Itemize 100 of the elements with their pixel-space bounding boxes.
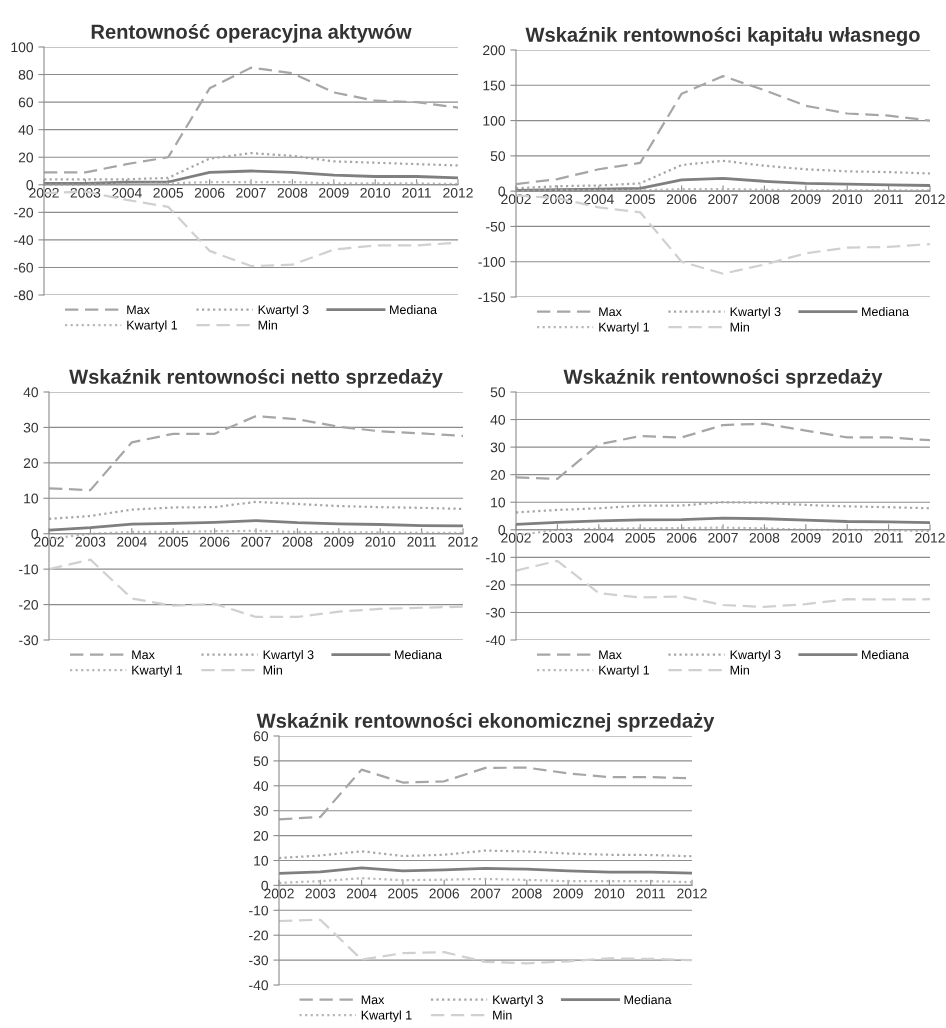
chart-title: Rentowność operacyjna aktywów bbox=[91, 23, 412, 43]
legend-label: Kwartyl 3 bbox=[730, 306, 781, 319]
legend-label: Min bbox=[258, 320, 277, 330]
y-tick-label: 80 bbox=[18, 69, 34, 80]
legend-label: Mediana bbox=[862, 306, 909, 317]
chart-title: Wskaźnik rentowności kapitału własnego bbox=[525, 26, 920, 46]
y-tick-label: -100 bbox=[478, 257, 506, 267]
x-tick-label: 2008 bbox=[512, 888, 542, 899]
y-tick-label: -50 bbox=[486, 221, 506, 232]
x-tick-label: 2007 bbox=[470, 888, 501, 899]
y-tick-label: 40 bbox=[18, 125, 34, 135]
x-tick-label: 2005 bbox=[158, 536, 189, 547]
legend-label: Max bbox=[599, 307, 622, 317]
x-tick-label: 2009 bbox=[553, 888, 583, 899]
legend-label: Kwartyl 1 bbox=[132, 665, 183, 678]
x-tick-label: 2010 bbox=[365, 536, 396, 547]
x-tick-label: 2006 bbox=[199, 536, 230, 547]
legend-label: Kwartyl 3 bbox=[263, 649, 314, 662]
x-tick-label: 2004 bbox=[117, 536, 147, 547]
x-tick-label: 2010 bbox=[832, 194, 863, 205]
y-tick-label: -30 bbox=[486, 607, 506, 618]
x-tick-label: 2003 bbox=[542, 532, 573, 543]
x-tick-label: 2004 bbox=[346, 888, 377, 899]
y-tick-label: 50 bbox=[253, 756, 269, 767]
x-tick-label: 2006 bbox=[429, 888, 460, 899]
legend-label: Kwartyl 1 bbox=[361, 1010, 412, 1023]
y-tick-label: -150 bbox=[478, 292, 506, 303]
y-tick-label: -40 bbox=[14, 235, 34, 246]
y-tick-label: 20 bbox=[23, 458, 39, 469]
legend-label: Mediana bbox=[862, 649, 909, 660]
x-tick-label: 2002 bbox=[501, 532, 531, 543]
x-tick-label: 2009 bbox=[791, 532, 821, 543]
x-tick-label: 2003 bbox=[75, 536, 106, 547]
legend-label: Max bbox=[599, 650, 622, 660]
legend-label: Min bbox=[493, 1010, 512, 1020]
x-tick-label: 2012 bbox=[677, 888, 707, 899]
y-tick-label: -60 bbox=[14, 262, 34, 273]
x-tick-label: 2006 bbox=[194, 187, 225, 198]
y-tick-label: -30 bbox=[19, 635, 39, 646]
y-tick-label: -40 bbox=[486, 635, 506, 646]
legend-label: Min bbox=[730, 322, 749, 332]
y-tick-label: 20 bbox=[18, 152, 34, 163]
y-tick-label: 30 bbox=[490, 442, 506, 453]
y-tick-label: 50 bbox=[490, 387, 506, 398]
y-tick-label: -10 bbox=[19, 564, 39, 575]
y-tick-label: 150 bbox=[483, 80, 506, 91]
y-tick-label: 50 bbox=[490, 151, 506, 162]
y-tick-label: 20 bbox=[253, 830, 269, 841]
x-tick-label: 2006 bbox=[666, 194, 697, 205]
x-tick-label: 2012 bbox=[448, 536, 478, 547]
y-tick-label: 100 bbox=[11, 42, 34, 53]
y-tick-label: -20 bbox=[19, 599, 39, 610]
y-tick-label: 30 bbox=[23, 422, 39, 433]
x-tick-label: 2008 bbox=[749, 532, 780, 543]
y-tick-label: 0 bbox=[26, 180, 34, 190]
legend-label: Min bbox=[730, 665, 749, 675]
x-tick-label: 2005 bbox=[388, 888, 418, 899]
x-tick-label: 2011 bbox=[402, 187, 431, 198]
x-tick-label: 2010 bbox=[360, 187, 391, 198]
x-tick-label: 2007 bbox=[241, 536, 271, 547]
y-tick-label: 40 bbox=[23, 387, 39, 398]
legend-label: Min bbox=[263, 665, 282, 675]
x-tick-label: 2006 bbox=[666, 532, 697, 543]
x-tick-label: 2012 bbox=[915, 194, 945, 205]
x-tick-label: 2010 bbox=[594, 888, 625, 899]
x-tick-label: 2009 bbox=[319, 187, 349, 198]
x-tick-label: 2007 bbox=[236, 187, 266, 198]
legend-label: Kwartyl 3 bbox=[730, 649, 781, 662]
chart-title: Wskaźnik rentowności sprzedaży bbox=[563, 368, 883, 388]
legend-label: Kwartyl 1 bbox=[127, 320, 178, 333]
x-tick-label: 2010 bbox=[832, 532, 863, 543]
x-tick-label: 2003 bbox=[305, 888, 336, 899]
legend-label: Max bbox=[361, 995, 385, 1005]
chart-title: Wskaźnik rentowności netto sprzedaży bbox=[69, 368, 443, 388]
legend-label: Kwartyl 1 bbox=[599, 322, 650, 334]
y-tick-label: 60 bbox=[18, 97, 34, 108]
y-tick-label: -10 bbox=[249, 905, 269, 916]
x-tick-label: 2004 bbox=[584, 532, 614, 543]
x-tick-label: 2009 bbox=[324, 536, 354, 547]
x-tick-label: 2011 bbox=[407, 536, 436, 547]
legend-label: Kwartyl 3 bbox=[493, 994, 544, 1007]
y-tick-label: -20 bbox=[249, 930, 269, 941]
x-tick-label: 2009 bbox=[791, 194, 821, 205]
y-tick-label: 30 bbox=[253, 806, 269, 816]
legend-label: Kwartyl 1 bbox=[599, 665, 650, 678]
legend-label: Mediana bbox=[624, 994, 672, 1005]
x-tick-label: 2011 bbox=[874, 194, 903, 205]
y-tick-label: 40 bbox=[253, 781, 269, 791]
x-tick-label: 2008 bbox=[282, 536, 313, 547]
legend-label: Mediana bbox=[395, 649, 442, 660]
x-tick-label: 2011 bbox=[636, 888, 665, 899]
x-tick-label: 2002 bbox=[29, 187, 59, 198]
x-tick-label: 2007 bbox=[708, 194, 738, 205]
y-tick-label: -20 bbox=[14, 207, 34, 218]
legend-label: Max bbox=[127, 305, 150, 315]
x-tick-label: 2008 bbox=[277, 187, 308, 198]
y-tick-label: -30 bbox=[249, 955, 269, 966]
x-tick-label: 2011 bbox=[874, 532, 903, 543]
legend-label: Mediana bbox=[390, 304, 437, 315]
y-tick-label: 10 bbox=[254, 855, 269, 866]
